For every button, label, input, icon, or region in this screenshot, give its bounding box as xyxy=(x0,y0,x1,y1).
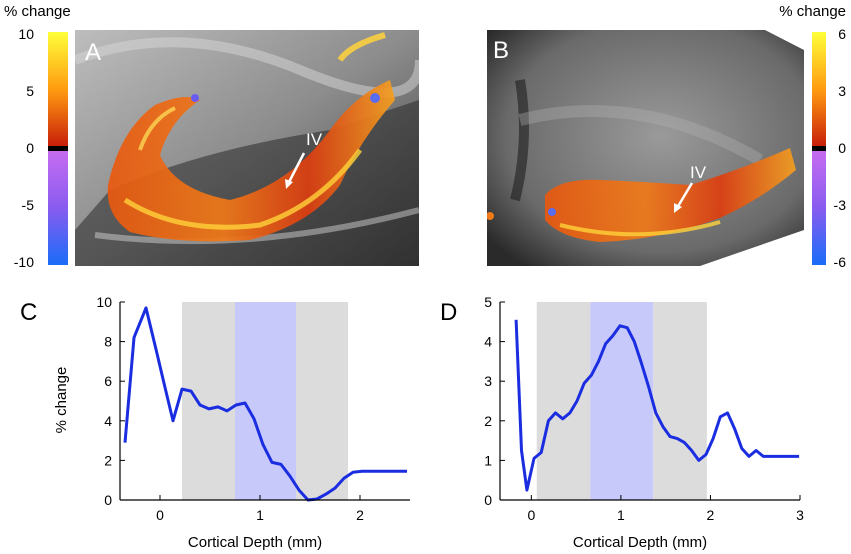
chart-c: 0 2 4 6 8 10 0 1 2 % change Cortical Depth (mm) xyxy=(53,294,410,551)
colorbar-right-title: % change xyxy=(779,3,846,20)
colorbar-left-tick: -5 xyxy=(22,197,35,213)
chart-c-band-gray xyxy=(296,302,348,500)
chart-d-band-gray xyxy=(536,302,591,500)
chart-c-x-tick-label: 0 xyxy=(156,507,164,523)
chart-d-band-gray xyxy=(653,302,707,500)
colorbar-left-tick: 0 xyxy=(26,140,34,156)
colorbar-left-title: % change xyxy=(4,3,71,20)
panel-b-arrowhead xyxy=(674,203,682,213)
panel-b-image xyxy=(487,30,804,266)
panel-a-arrow xyxy=(286,152,306,185)
chart-d-xlabel: Cortical Depth (mm) xyxy=(573,534,707,551)
panel-a-arrowhead xyxy=(285,179,293,189)
chart-c-y-tick-label: 4 xyxy=(104,413,112,429)
colorbar-right: % change 6 3 0 -3 -6 xyxy=(779,3,846,270)
panel-a-label: A xyxy=(85,39,101,66)
chart-d-x-tick-label: 2 xyxy=(707,507,715,523)
chart-d-y-tick-label: 2 xyxy=(484,413,492,429)
chart-d-y-tick-label: 1 xyxy=(484,452,492,468)
chart-c-y-tick-label: 2 xyxy=(104,452,112,468)
panel-b-label: B xyxy=(493,37,509,64)
colorbar-right-scale xyxy=(812,32,826,265)
chart-c-x-tick-label: 2 xyxy=(356,507,364,523)
chart-d: 0 1 2 3 4 5 0 1 2 3 Cortical Depth (mm) xyxy=(484,294,804,551)
colorbar-right-tick: 3 xyxy=(838,83,846,99)
panel-b-activation xyxy=(545,148,796,242)
chart-d-band-blue xyxy=(590,302,654,500)
panel-b-layer-label: IV xyxy=(690,163,707,182)
panel-d-label: D xyxy=(440,299,457,326)
colorbar-right-tick: -6 xyxy=(834,254,847,270)
chart-c-y-tick-label: 6 xyxy=(104,373,112,389)
chart-d-y-tick-label: 0 xyxy=(484,492,492,508)
chart-d-x-tick-label: 3 xyxy=(796,507,804,523)
chart-c-y-tick-label: 0 xyxy=(104,492,112,508)
chart-c-x-tick-label: 1 xyxy=(256,507,264,523)
panel-a-image xyxy=(75,30,419,266)
chart-c-ylabel: % change xyxy=(53,367,70,434)
chart-c-band-gray xyxy=(182,302,235,500)
chart-c-y-tick-label: 10 xyxy=(96,294,112,310)
colorbar-left: % change 10 5 0 -5 -10 xyxy=(4,3,71,270)
chart-d-y-tick-label: 4 xyxy=(484,334,492,350)
chart-d-y-tick-label: 3 xyxy=(484,373,492,389)
panel-b-arrow xyxy=(675,182,694,209)
panel-a-activation-outer xyxy=(107,80,395,242)
colorbar-left-tick: 5 xyxy=(26,83,34,99)
colorbar-right-tick: 6 xyxy=(838,26,846,42)
chart-c-series-line xyxy=(123,306,407,502)
colorbar-right-tick: -3 xyxy=(834,197,847,213)
chart-d-x-tick-label: 0 xyxy=(527,507,535,523)
colorbar-left-scale xyxy=(48,32,68,265)
chart-c-y-tick-label: 8 xyxy=(104,334,112,350)
colorbar-left-tick: 10 xyxy=(18,26,34,42)
panel-c-label: C xyxy=(20,299,37,326)
panel-a-layer-label: IV xyxy=(306,130,323,149)
chart-c-band-blue xyxy=(235,302,296,500)
chart-d-x-tick-label: 1 xyxy=(617,507,625,523)
chart-d-y-tick-label: 5 xyxy=(484,294,492,310)
chart-c-xlabel: Cortical Depth (mm) xyxy=(188,534,322,551)
colorbar-left-tick: -10 xyxy=(14,254,34,270)
colorbar-right-tick: 0 xyxy=(838,140,846,156)
chart-d-series-line xyxy=(514,319,800,492)
